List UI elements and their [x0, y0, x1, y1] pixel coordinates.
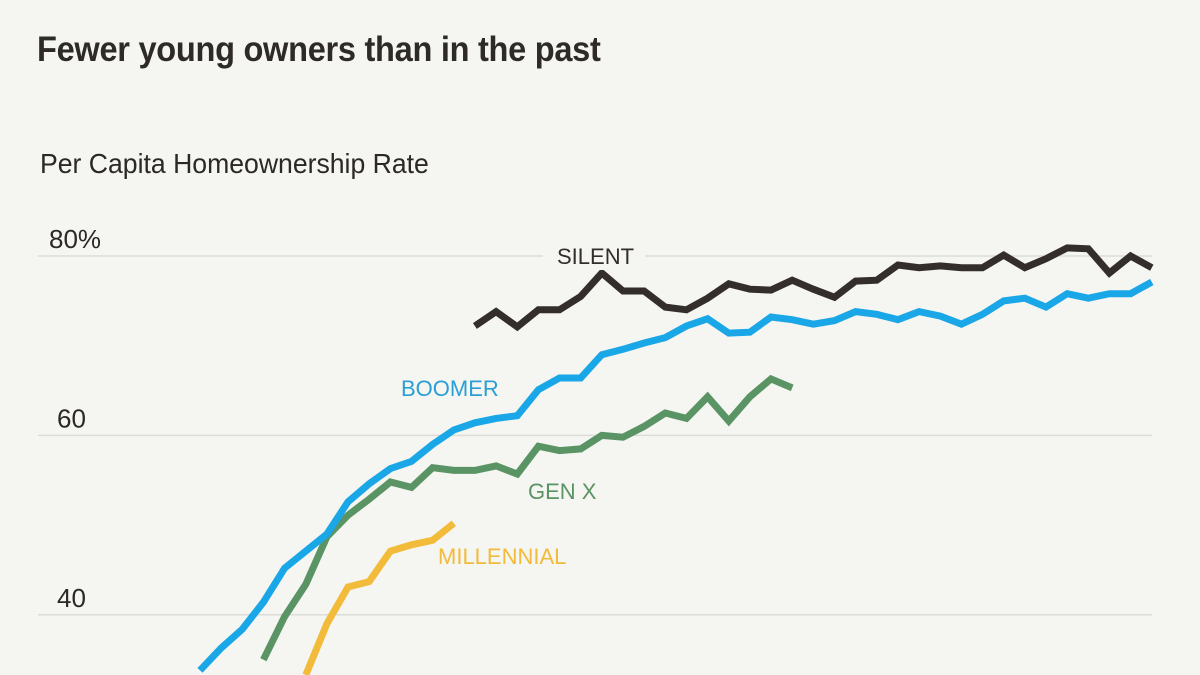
series-label-silent: SILENT [557, 244, 634, 269]
y-tick-label: 40 [57, 583, 86, 613]
y-tick-label: 60 [57, 403, 86, 433]
label-background [543, 242, 645, 270]
series-line-gen-x [260, 374, 794, 662]
series-line-boomer [197, 278, 1154, 673]
y-tick-label: 80% [49, 224, 101, 254]
series-labels: SILENT BOOMER GEN X MILLENNIAL [401, 242, 645, 569]
chart-title: Fewer young owners than in the past [37, 30, 601, 69]
series-line-millennial [302, 520, 456, 675]
y-axis-title: Per Capita Homeownership Rate [40, 148, 429, 179]
series-label-boomer: BOOMER [401, 376, 499, 401]
series-label-gen-x: GEN X [528, 479, 597, 504]
series-lines [197, 244, 1154, 675]
y-tick-labels: 80% 60 40 [49, 224, 101, 613]
series-label-millennial: MILLENNIAL [438, 544, 566, 569]
